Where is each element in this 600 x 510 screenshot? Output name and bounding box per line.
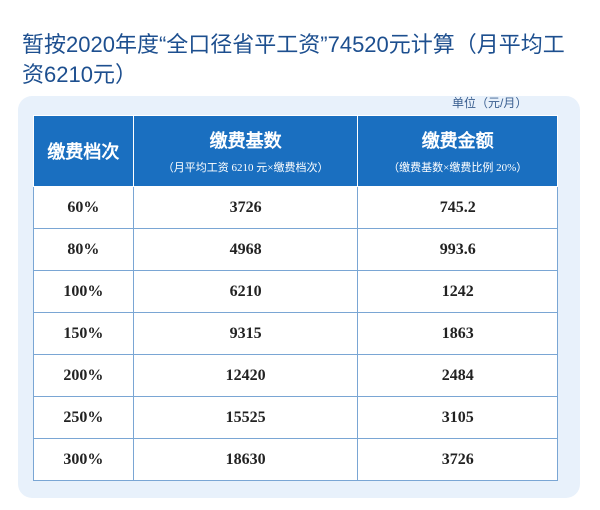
table-row: 60% 3726 745.2	[33, 186, 558, 229]
table-row: 250% 15525 3105	[33, 396, 558, 439]
column-title: 缴费金额	[421, 131, 494, 151]
table-cell: 100%	[33, 270, 134, 313]
table-row: 200% 12420 2484	[33, 354, 558, 397]
column-header: 缴费基数 （月平均工资 6210 元×缴费档次）	[132, 115, 359, 187]
table-cell: 3726	[132, 186, 359, 229]
column-header: 缴费档次	[33, 115, 134, 187]
table-cell: 9315	[132, 312, 359, 355]
table-cell: 2484	[357, 354, 558, 397]
table: 缴费档次 缴费基数 （月平均工资 6210 元×缴费档次） 缴费金额 （缴费基数×缴费比…	[33, 115, 558, 481]
column-header: 缴费金额 （缴费基数×缴费比例 20%）	[357, 115, 558, 187]
table-cell: 15525	[132, 396, 359, 439]
table-row: 100% 6210 1242	[33, 270, 558, 313]
column-title: 缴费基数	[209, 131, 282, 151]
table-cell: 3105	[357, 396, 558, 439]
title: 暂按2020年度“全口径省平工资”74520元计算（月平均工资6210元）	[22, 32, 565, 87]
table-cell: 745.2	[357, 186, 558, 229]
table-cell: 12420	[132, 354, 359, 397]
table-row: 300% 18630 3726	[33, 438, 558, 481]
table-cell: 6210	[132, 270, 359, 313]
column-title: 缴费档次	[47, 142, 120, 162]
table-cell: 80%	[33, 228, 134, 271]
column-subtitle: （缴费基数×缴费比例 20%）	[388, 162, 528, 174]
table-cell: 200%	[33, 354, 134, 397]
column-subtitle: （月平均工资 6210 元×缴费档次）	[162, 162, 329, 174]
table-row: 80% 4968 993.6	[33, 228, 558, 271]
table-body: 60% 3726 745.2 80% 4968 993.6 100% 6210 1242 150%…	[33, 186, 558, 481]
table-cell: 4968	[132, 228, 359, 271]
table-cell: 993.6	[357, 228, 558, 271]
table-cell: 1242	[357, 270, 558, 313]
table-row: 150% 9315 1863	[33, 312, 558, 355]
table-cell: 250%	[33, 396, 134, 439]
header-row: 缴费档次 缴费基数 （月平均工资 6210 元×缴费档次） 缴费金额 （缴费基数×缴费比…	[33, 115, 558, 187]
table-cell: 18630	[132, 438, 359, 481]
table-cell: 300%	[33, 438, 134, 481]
table-cell: 60%	[33, 186, 134, 229]
table-cell: 3726	[357, 438, 558, 481]
table-cell: 150%	[33, 312, 134, 355]
table-cell: 1863	[357, 312, 558, 355]
unit-label: 单位（元/月）	[452, 96, 528, 110]
